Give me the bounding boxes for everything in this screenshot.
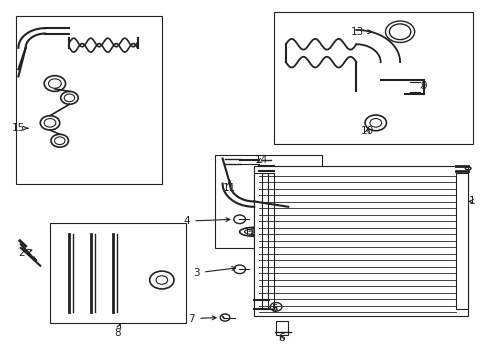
Text: 4: 4 — [183, 216, 229, 226]
FancyBboxPatch shape — [215, 155, 322, 248]
Text: 6: 6 — [278, 333, 285, 343]
Text: 10: 10 — [361, 126, 373, 136]
Bar — [455, 173, 467, 309]
FancyBboxPatch shape — [16, 16, 162, 184]
FancyBboxPatch shape — [273, 12, 472, 144]
Bar — [276, 321, 287, 336]
Text: 12: 12 — [243, 228, 256, 238]
Text: 11: 11 — [222, 180, 235, 193]
Text: 3: 3 — [193, 266, 235, 278]
Text: 2: 2 — [19, 248, 32, 258]
Text: 13: 13 — [350, 27, 371, 37]
Text: 7: 7 — [188, 314, 216, 324]
Text: 15: 15 — [12, 123, 28, 133]
Text: 14: 14 — [254, 156, 267, 165]
Text: 9: 9 — [419, 81, 426, 91]
FancyBboxPatch shape — [50, 223, 186, 323]
Text: 1: 1 — [468, 197, 474, 206]
Bar — [254, 173, 273, 309]
Bar — [254, 166, 467, 316]
Text: 8: 8 — [114, 324, 121, 338]
Text: 5: 5 — [271, 304, 277, 314]
